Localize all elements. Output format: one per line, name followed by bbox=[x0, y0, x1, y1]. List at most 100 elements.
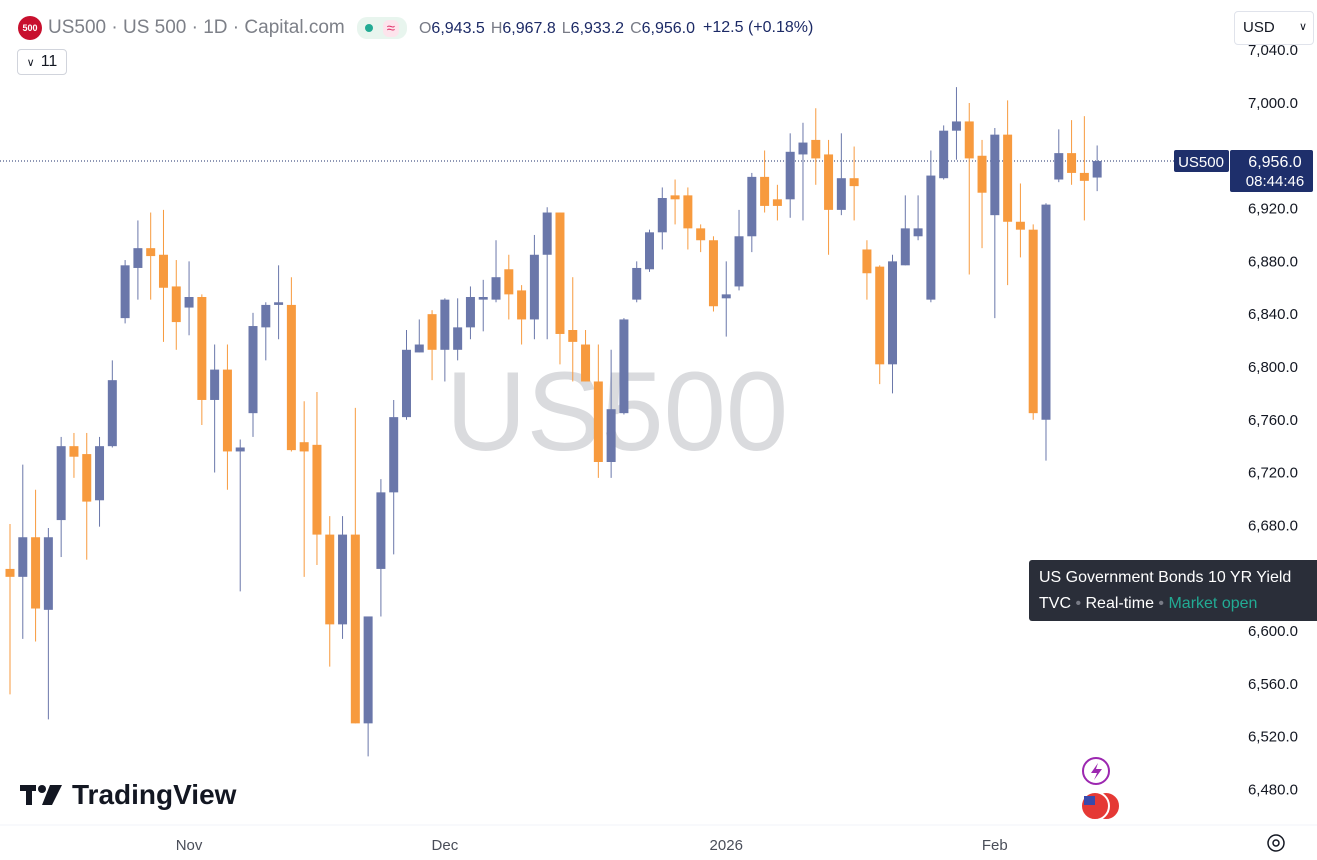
candle-body bbox=[708, 240, 718, 307]
y-tick-label: 6,840.0 bbox=[1248, 306, 1298, 323]
candle-body bbox=[1079, 172, 1089, 181]
candle-body bbox=[568, 330, 578, 342]
candle-body bbox=[401, 349, 411, 418]
candle-body bbox=[222, 369, 232, 452]
candle-body bbox=[645, 232, 654, 270]
chevron: ∨ bbox=[26, 56, 35, 69]
candle-body bbox=[760, 176, 770, 206]
status-pill[interactable]: ≈ bbox=[356, 17, 407, 39]
candle-body bbox=[107, 380, 117, 447]
y-tick-label: 6,760.0 bbox=[1248, 412, 1298, 429]
ohlc-value: 6,933.2 bbox=[570, 20, 625, 37]
candle-body bbox=[990, 134, 1000, 216]
x-tick-label: 2026 bbox=[710, 837, 743, 854]
candle-body bbox=[389, 417, 399, 493]
candle-body bbox=[478, 297, 488, 300]
candle-body bbox=[453, 327, 463, 350]
settings-icon-core bbox=[1272, 839, 1280, 847]
y-tick-label: 7,000.0 bbox=[1248, 95, 1298, 112]
candle-body bbox=[824, 154, 834, 210]
candle-body bbox=[632, 267, 642, 300]
candle-body bbox=[657, 198, 667, 233]
candle-body bbox=[875, 266, 885, 365]
candle-body bbox=[1015, 221, 1025, 230]
y-tick-label: 6,800.0 bbox=[1248, 359, 1298, 376]
candle-body bbox=[913, 228, 923, 237]
candle-body bbox=[1041, 204, 1051, 420]
candle-body bbox=[862, 249, 872, 274]
candle-body bbox=[171, 286, 181, 323]
candle-body bbox=[184, 297, 194, 308]
market-dot bbox=[364, 24, 373, 32]
candle-body bbox=[248, 326, 258, 414]
candle-body bbox=[798, 142, 808, 155]
candle-body bbox=[977, 155, 987, 193]
candle-body bbox=[504, 269, 514, 295]
candle-body bbox=[696, 228, 706, 241]
candle-body bbox=[951, 121, 961, 131]
indicators-toggle[interactable]: ∨ 11 bbox=[17, 49, 67, 75]
candle-body bbox=[261, 304, 271, 328]
symbol-title[interactable]: US500 · US 500 · 1D · Capital.com bbox=[48, 17, 345, 38]
candle-body bbox=[1054, 153, 1064, 180]
candle-body bbox=[5, 568, 15, 577]
candle-body bbox=[325, 534, 335, 625]
candle-body bbox=[376, 492, 386, 569]
x-tick-label: Feb bbox=[982, 837, 1008, 854]
candle-body bbox=[670, 195, 680, 200]
y-tick-label: 6,480.0 bbox=[1248, 781, 1298, 798]
settings-icon bbox=[1267, 834, 1285, 852]
candle-body bbox=[299, 442, 309, 452]
branding-icon bbox=[20, 785, 62, 805]
price-symbol-box bbox=[1174, 150, 1229, 173]
candle-body bbox=[926, 175, 936, 300]
price-countdown: 08:44:46 bbox=[1246, 173, 1304, 190]
data-icon: ≈ bbox=[382, 19, 399, 37]
candle-body bbox=[491, 277, 501, 300]
price-symbol: US500 bbox=[1178, 154, 1224, 171]
y-tick-label: 7,040.0 bbox=[1248, 42, 1298, 59]
x-tick-label: Nov bbox=[176, 837, 203, 854]
tooltip-status: Market open bbox=[1168, 595, 1258, 612]
candle-body bbox=[836, 178, 846, 210]
candle-body bbox=[427, 314, 437, 350]
candle-body bbox=[440, 299, 450, 350]
candle-body bbox=[312, 444, 322, 535]
candle-body bbox=[849, 178, 859, 187]
candle-body bbox=[414, 344, 424, 353]
x-tick-label: Dec bbox=[432, 837, 459, 854]
ohlc-value: 6,967.8 bbox=[502, 20, 556, 37]
candle-body bbox=[338, 534, 348, 625]
candle-body bbox=[43, 537, 53, 610]
chevron: ∨ bbox=[1298, 21, 1307, 33]
candle-body bbox=[888, 261, 898, 365]
candle-body bbox=[82, 454, 92, 502]
candle-body bbox=[606, 409, 616, 462]
candle-body bbox=[286, 304, 296, 451]
candle-body bbox=[1028, 229, 1038, 414]
candle-body bbox=[619, 319, 629, 414]
change: +12.5 (+0.18%) bbox=[703, 19, 814, 36]
tooltip-source: TVC bbox=[1039, 595, 1071, 612]
tooltip-meta: TVC • Real-time • Market open bbox=[1039, 595, 1258, 612]
candle-body bbox=[197, 297, 207, 400]
candle-body bbox=[363, 616, 373, 724]
candle-body bbox=[95, 446, 105, 501]
currency-select[interactable]: USD ∨ bbox=[1234, 11, 1314, 45]
branding[interactable]: TradingView bbox=[20, 779, 236, 811]
event-bolt bbox=[1091, 763, 1102, 780]
candle-body bbox=[593, 381, 603, 462]
y-tick-label: 6,720.0 bbox=[1248, 465, 1298, 482]
candle-body bbox=[555, 212, 565, 334]
candle-body bbox=[210, 369, 220, 400]
price-value: 6,956.0 bbox=[1248, 154, 1301, 171]
candle-body bbox=[785, 151, 795, 200]
y-tick-label: 6,880.0 bbox=[1248, 253, 1298, 270]
candle-body bbox=[146, 248, 156, 257]
candle-body bbox=[811, 139, 821, 159]
y-tick-label: 6,560.0 bbox=[1248, 676, 1298, 693]
legend-header: 500 US500 · US 500 · 1D · Capital.com ≈ … bbox=[18, 14, 813, 42]
candle-body bbox=[517, 290, 527, 320]
